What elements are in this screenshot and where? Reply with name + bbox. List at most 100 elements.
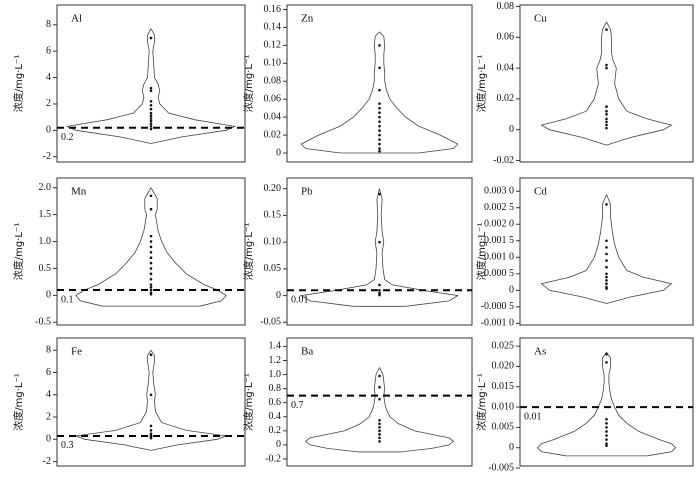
- y-axis-label: 浓度/mg·L⁻¹: [242, 373, 255, 431]
- data-point: [378, 149, 381, 153]
- violin-right: [379, 188, 459, 307]
- y-tick-label: 0.10: [264, 58, 282, 69]
- y-axis-label: 浓度/mg·L⁻¹: [12, 373, 25, 431]
- data-point: [605, 361, 608, 364]
- y-tick-label: -2: [43, 456, 51, 467]
- data-point: [149, 125, 153, 128]
- data-point: [605, 417, 608, 421]
- data-point: [378, 293, 381, 297]
- data-point: [605, 282, 608, 286]
- violin-left: [540, 194, 607, 304]
- violin-right: [379, 367, 455, 453]
- violin-left: [300, 188, 380, 307]
- violin-right: [150, 349, 228, 451]
- panel: As 浓度/mg·L⁻¹ -0.005 0 0.005 0.010 0.015 0.020 0.…: [475, 337, 694, 473]
- y-tick-label: 0.14: [264, 22, 282, 33]
- data-point: [149, 207, 153, 211]
- data-point: [149, 111, 153, 115]
- threshold-label: 0.7: [291, 400, 304, 411]
- y-tick-label: 1.0: [269, 369, 282, 380]
- data-point: [378, 88, 381, 92]
- panel-title: Fe: [71, 346, 82, 358]
- y-tick-label: 0.10: [264, 236, 282, 247]
- data-point: [149, 261, 153, 265]
- data-point: [605, 434, 608, 437]
- y-tick-label: 0.5: [39, 263, 52, 274]
- data-point: [605, 265, 608, 269]
- y-tick-label: 0.020: [492, 361, 515, 372]
- y-tick-label: -2: [43, 151, 51, 162]
- y-tick-label: -0.005: [488, 462, 514, 473]
- panel-title: As: [534, 346, 546, 358]
- y-axis-label: 浓度/mg·L⁻¹: [475, 55, 488, 113]
- data-point: [149, 114, 153, 118]
- data-point: [378, 147, 381, 150]
- y-axis-label: 浓度/mg·L⁻¹: [242, 55, 255, 113]
- data-point: [149, 86, 153, 90]
- data-point: [149, 267, 153, 270]
- y-tick-label: 0.001 5: [484, 235, 514, 246]
- threshold-label: 0.3: [61, 440, 74, 451]
- data-point: [149, 194, 153, 198]
- data-point: [378, 102, 381, 105]
- data-point: [378, 397, 381, 401]
- data-point: [149, 436, 153, 440]
- data-point: [149, 119, 153, 123]
- data-point: [605, 123, 608, 127]
- violin-right: [606, 21, 673, 146]
- violin-left: [540, 21, 607, 146]
- violin-right: [150, 28, 237, 144]
- violin-right: [606, 351, 677, 457]
- y-tick-label: -0.000 5: [481, 301, 514, 312]
- y-tick-label: 0.08: [264, 76, 282, 87]
- panel: Cu 浓度/mg·L⁻¹ -0.02 0 0.02 0.04 0.06 0.08: [475, 1, 694, 166]
- y-tick-label: 0: [276, 147, 281, 158]
- data-point: [378, 385, 381, 389]
- data-point: [605, 426, 608, 429]
- threshold-label: 0.01: [291, 295, 309, 306]
- data-point: [605, 252, 608, 256]
- data-point: [605, 272, 608, 276]
- data-point: [149, 272, 153, 276]
- y-tick-label: -0.02: [493, 155, 514, 166]
- data-point: [605, 112, 608, 116]
- data-point: [378, 115, 381, 119]
- y-tick-label: 0.010: [492, 401, 515, 412]
- panel-title: Mn: [71, 186, 87, 198]
- violin-right: [150, 187, 227, 307]
- data-point: [149, 122, 153, 126]
- data-point: [378, 440, 381, 443]
- data-point: [378, 44, 381, 47]
- y-tick-label: 0.04: [497, 62, 515, 73]
- y-tick-label: 0.08: [497, 1, 515, 12]
- panel: Al 浓度/mg·L⁻¹ -2 0 2 4 6 8 0.2: [12, 4, 246, 163]
- y-tick-label: 0.20: [264, 183, 282, 194]
- panel-title: Pb: [301, 186, 313, 198]
- y-tick-label: -0.05: [260, 317, 281, 328]
- data-point: [378, 66, 381, 70]
- plot-frame: [56, 177, 246, 326]
- data-point: [149, 393, 153, 397]
- data-point: [149, 100, 153, 103]
- y-tick-label: 4: [46, 389, 51, 400]
- data-point: [149, 288, 153, 292]
- panel-title: Zn: [301, 13, 314, 25]
- data-point: [149, 245, 153, 249]
- plot-frame: [519, 177, 694, 326]
- violin-right: [606, 194, 673, 304]
- data-point: [378, 374, 381, 378]
- data-point: [378, 429, 381, 433]
- data-point: [149, 240, 153, 243]
- data-point: [149, 293, 153, 296]
- y-tick-label: 0: [46, 125, 51, 136]
- y-tick-label: 0: [276, 290, 281, 301]
- data-point: [378, 106, 381, 110]
- y-tick-label: 0.06: [264, 93, 282, 104]
- y-tick-label: 0.005: [492, 422, 515, 433]
- y-tick-label: 6: [46, 367, 51, 378]
- y-tick-label: 0.4: [269, 411, 282, 422]
- data-point: [378, 120, 381, 123]
- y-tick-label: 0.15: [264, 210, 282, 221]
- threshold-label: 0.1: [61, 294, 74, 305]
- data-point: [605, 279, 608, 282]
